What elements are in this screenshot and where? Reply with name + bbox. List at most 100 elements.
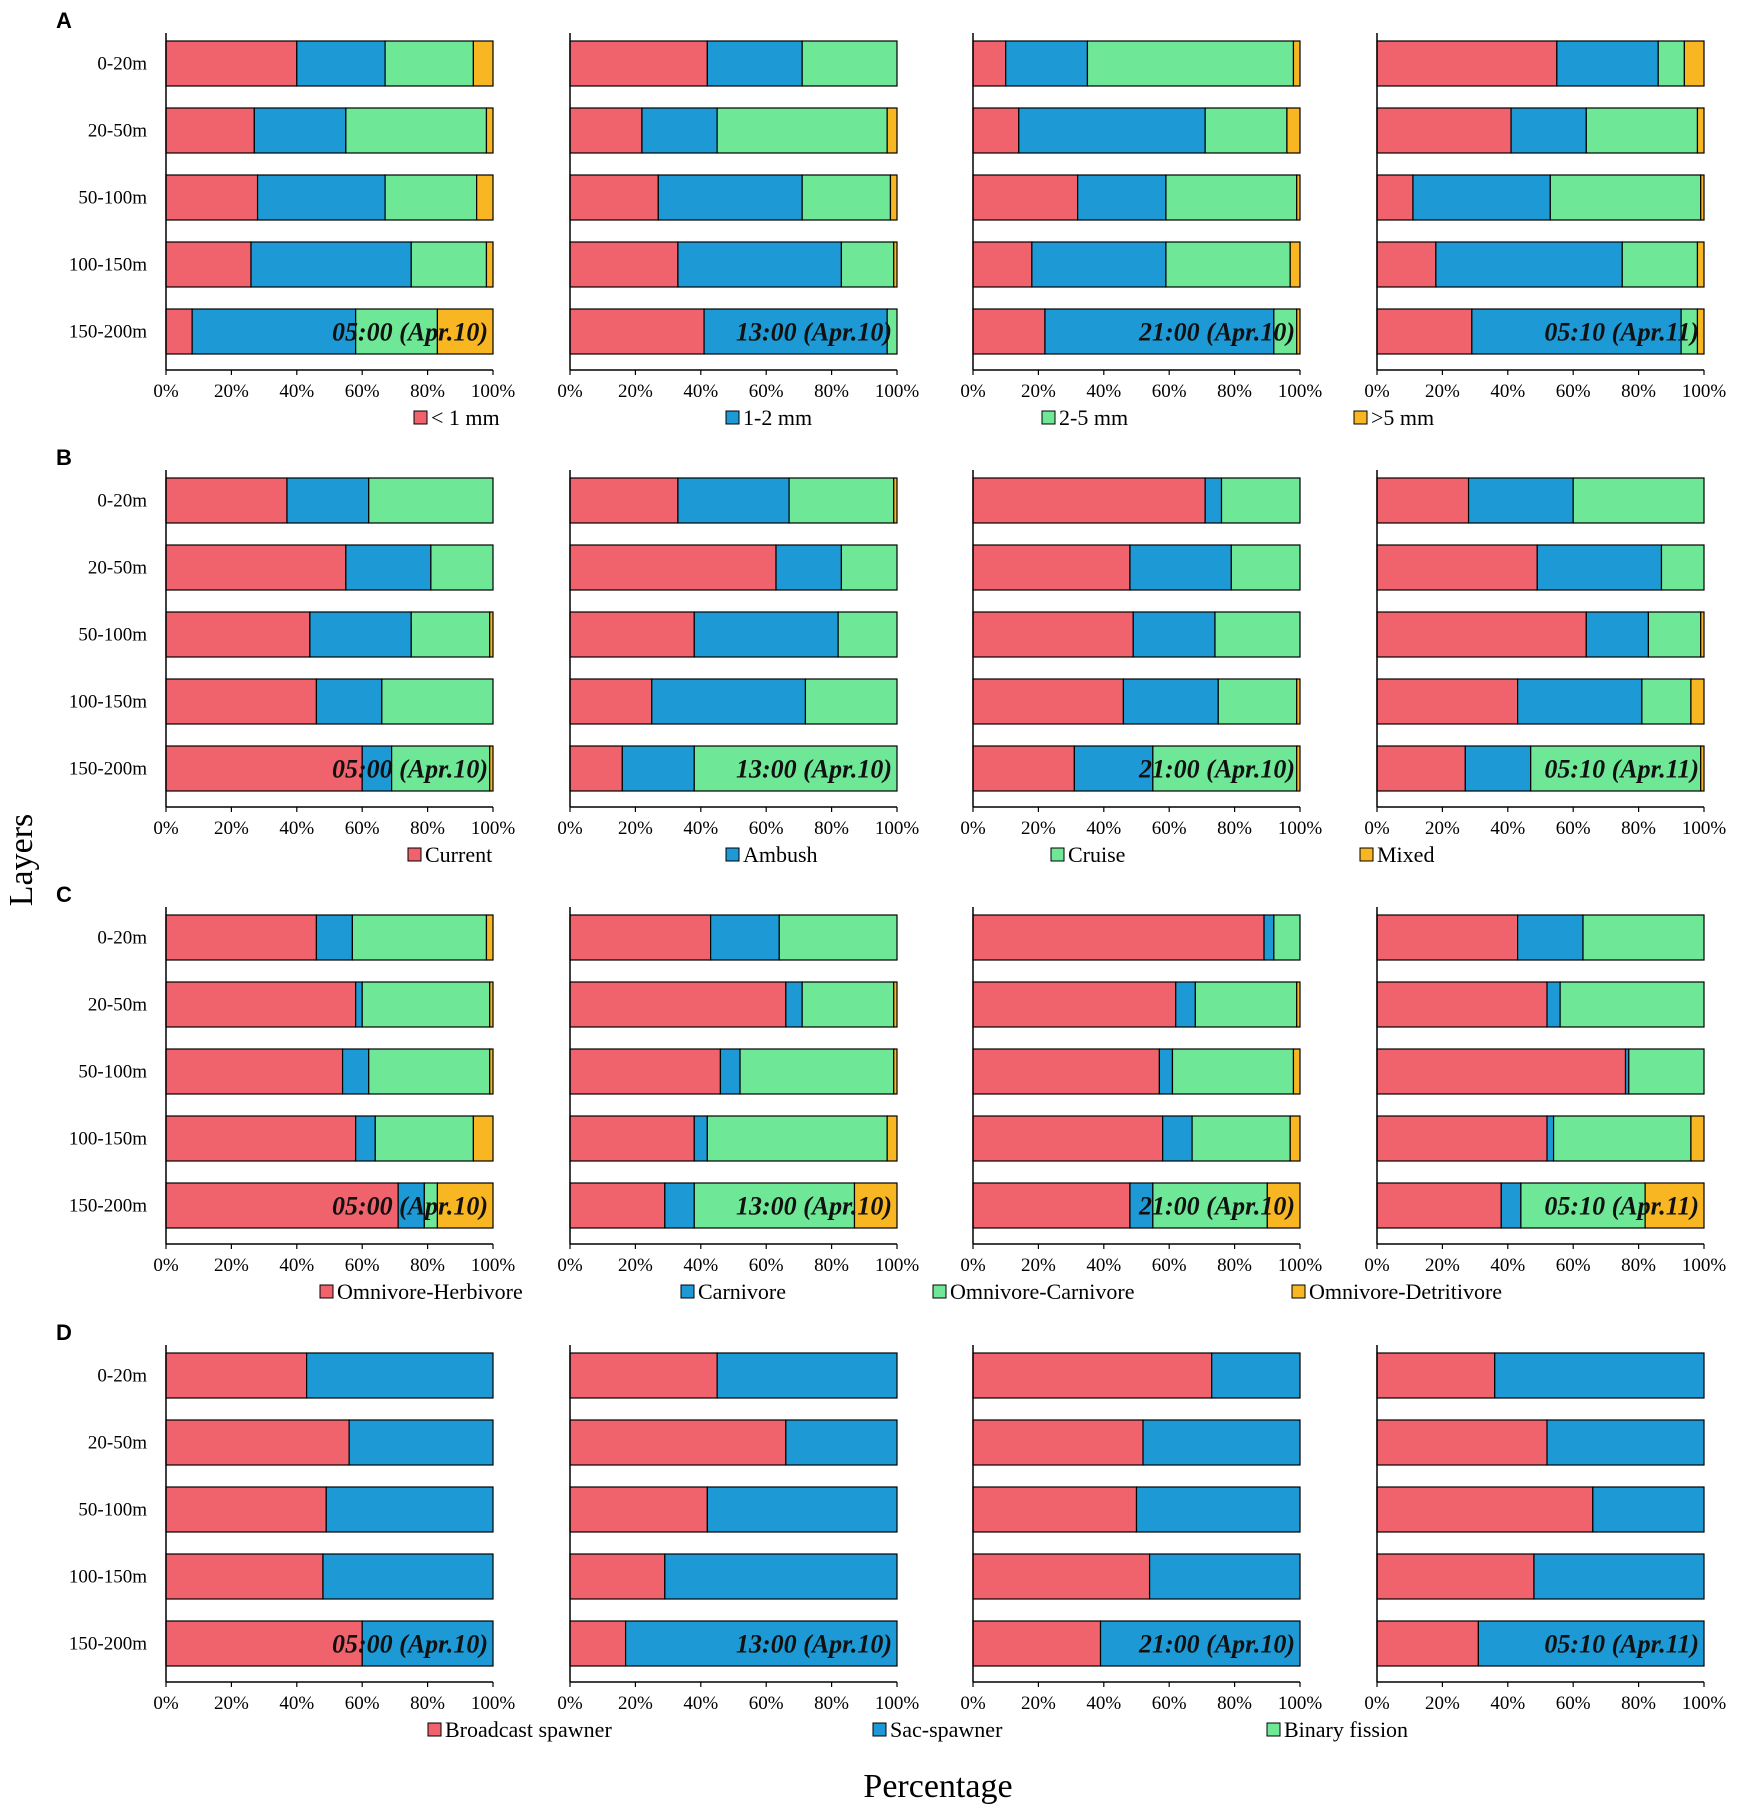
bar-segment (1517, 914, 1584, 961)
x-tick-label: 0% (557, 1255, 583, 1276)
x-tick-label: 100% (1278, 1693, 1323, 1714)
legend-label: 1-2 mm (743, 405, 812, 430)
bar-segment (785, 981, 803, 1028)
category-tick-label: 50-100m (78, 1500, 147, 1521)
bar-segment (972, 1115, 1164, 1162)
category-tick-label: 50-100m (78, 1062, 147, 1083)
legend-label: Omnivore-Detritivore (1309, 1279, 1502, 1304)
x-tick-label: 0% (153, 1255, 179, 1276)
bar-segment (485, 241, 494, 288)
bar-segment (1005, 40, 1089, 87)
bar-segment (972, 981, 1177, 1028)
bar-segment (1204, 107, 1288, 154)
legend-swatch (1266, 1722, 1281, 1737)
bar-segment (306, 1352, 494, 1399)
bar-segment (569, 611, 695, 658)
bar-segment (1696, 107, 1705, 154)
legend-swatch (1359, 847, 1374, 862)
bar-segment (569, 1419, 787, 1466)
x-tick-label: 0% (557, 381, 583, 402)
x-axis-label: Percentage (863, 1768, 1012, 1805)
bar-segment (296, 40, 386, 87)
bar-segment (191, 308, 357, 355)
bar-segment (250, 241, 412, 288)
bar-segment (1700, 611, 1705, 658)
subplot-2: 0% 20% 40% 60% 80% 100% 13:00 (Apr.10) (557, 33, 919, 402)
bar-segment (569, 1182, 666, 1229)
bar-segment (569, 1115, 695, 1162)
bar-segment (472, 1115, 494, 1162)
bar-segment (657, 174, 803, 221)
x-tick-label: 0% (1364, 818, 1390, 839)
bar-segment (972, 1182, 1131, 1229)
bar-segment (165, 174, 259, 221)
bar-segment (972, 914, 1265, 961)
bar-segment (1263, 914, 1275, 961)
x-tick-label: 40% (1490, 1693, 1525, 1714)
panel-C: C 0-20m 20-50m 50-100m 100-150m 150-200m 0% 20%… (56, 882, 1726, 1304)
bar-segment (837, 611, 898, 658)
bar-segment (165, 981, 357, 1028)
bar-segment (788, 477, 895, 524)
legend-label: 2-5 mm (1059, 405, 1128, 430)
bar-segment (677, 477, 790, 524)
legend-swatch (872, 1722, 887, 1737)
bar-segment (165, 1048, 344, 1095)
bar-segment (624, 1620, 898, 1667)
bar-segment (1220, 477, 1301, 524)
bar-segment (1376, 308, 1473, 355)
bar-segment (886, 308, 898, 355)
x-tick-label: 60% (345, 818, 380, 839)
category-tick-label: 150-200m (69, 322, 147, 343)
y-axis-label: Layers (3, 814, 40, 907)
bar-segment (1376, 1419, 1548, 1466)
x-tick-label: 80% (814, 381, 849, 402)
bar-segment (1690, 678, 1705, 725)
x-tick-label: 20% (1425, 818, 1460, 839)
bar-segment (165, 611, 311, 658)
time-annotation: 05:10 (Apr.11) (1544, 318, 1699, 347)
bar-segment (1647, 611, 1702, 658)
bar-segment (801, 40, 898, 87)
bar-segment (972, 1620, 1102, 1667)
x-tick-label: 0% (1364, 381, 1390, 402)
bar-segment (1467, 477, 1574, 524)
bar-segment (1376, 1115, 1548, 1162)
bar-segment (1286, 107, 1301, 154)
legend-swatch (1041, 410, 1056, 425)
bar-segment (1376, 611, 1587, 658)
x-tick-label: 80% (1217, 381, 1252, 402)
subplot-1: 0-20m 20-50m 50-100m 100-150m 150-200m 0% 20% 4… (69, 907, 515, 1276)
x-tick-label: 20% (214, 1693, 249, 1714)
x-tick-label: 40% (279, 818, 314, 839)
bar-segment (972, 611, 1134, 658)
bar-segment (1556, 40, 1659, 87)
x-tick-label: 80% (1217, 1255, 1252, 1276)
subplot-4: 0% 20% 40% 60% 80% 100% 05:10 (Apr.11) (1364, 907, 1726, 1276)
category-tick-label: 150-200m (69, 1634, 147, 1655)
x-tick-label: 20% (1021, 381, 1056, 402)
subplot-2: 0% 20% 40% 60% 80% 100% 13:00 (Apr.10) (557, 1345, 919, 1714)
bar-segment (1572, 477, 1705, 524)
x-tick-label: 100% (1682, 1693, 1727, 1714)
bar-segment (253, 107, 347, 154)
x-tick-label: 100% (471, 1693, 516, 1714)
category-tick-label: 50-100m (78, 188, 147, 209)
bar-segment (785, 1419, 898, 1466)
bar-segment (1296, 678, 1301, 725)
x-tick-label: 40% (1490, 818, 1525, 839)
x-tick-label: 80% (1621, 818, 1656, 839)
bar-segment (972, 40, 1007, 87)
bar-segment (355, 981, 363, 1028)
bar-segment (374, 1115, 474, 1162)
bar-segment (1533, 1553, 1705, 1600)
x-tick-label: 80% (410, 818, 445, 839)
x-tick-label: 80% (410, 1255, 445, 1276)
bar-segment (1158, 1048, 1174, 1095)
legend-label: Ambush (743, 842, 818, 867)
x-tick-label: 60% (345, 1255, 380, 1276)
legend-label: Binary fission (1284, 1717, 1408, 1742)
x-tick-label: 40% (279, 1693, 314, 1714)
category-tick-label: 0-20m (97, 54, 147, 75)
bar-segment (569, 1486, 708, 1533)
